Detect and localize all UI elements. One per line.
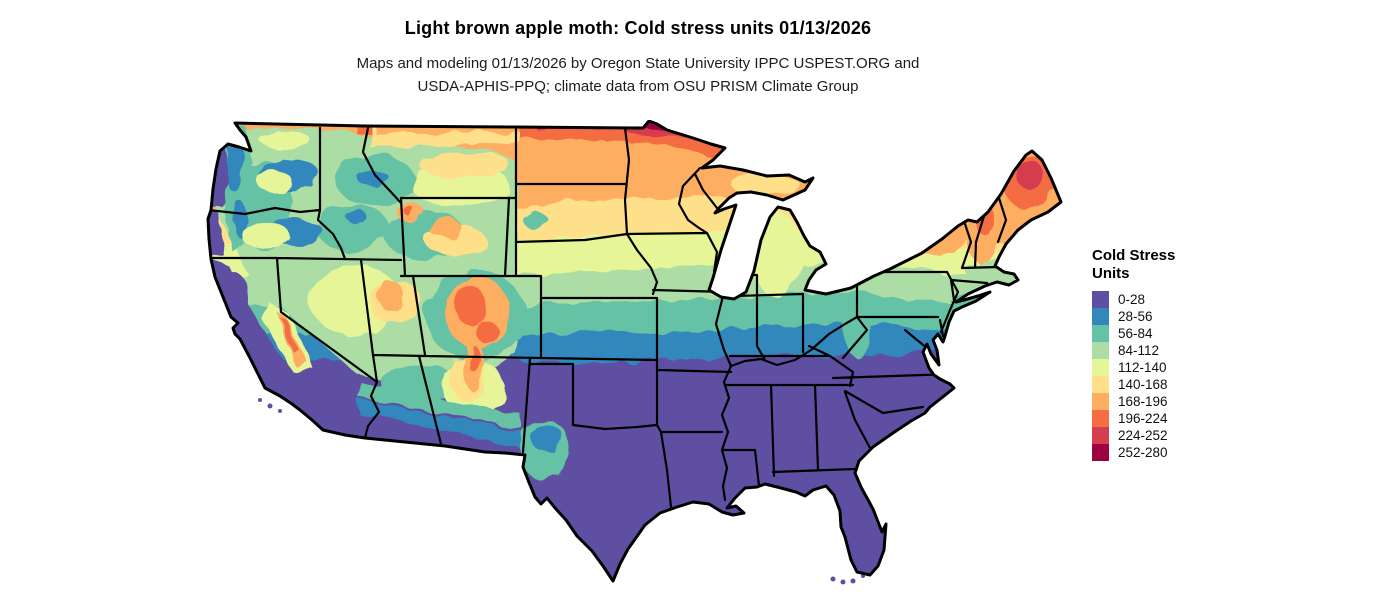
map-subtitle: Maps and modeling 01/13/2026 by Oregon S… <box>0 53 1276 98</box>
us-outline <box>206 120 1063 583</box>
legend-label: 56-84 <box>1118 326 1153 342</box>
us-map <box>205 120 1070 588</box>
legend-label: 84-112 <box>1118 343 1160 359</box>
legend-label: 28-56 <box>1118 309 1153 325</box>
legend-title-line-1: Cold Stress <box>1092 247 1176 264</box>
channel-island <box>267 403 273 409</box>
legend-label: 0-28 <box>1118 292 1146 308</box>
legend-swatch <box>1092 325 1109 343</box>
legend-item: 224-252 <box>1092 427 1287 445</box>
legend-label: 168-196 <box>1118 394 1168 410</box>
channel-island <box>258 398 262 402</box>
legend-title: Cold Stress Units <box>1092 247 1287 282</box>
florida-keys-island <box>850 578 856 584</box>
legend-swatch <box>1092 291 1109 309</box>
header: Light brown apple moth: Cold stress unit… <box>0 18 1276 98</box>
legend-label: 196-224 <box>1118 411 1168 427</box>
legend-item: 252-280 <box>1092 444 1287 462</box>
legend-item: 168-196 <box>1092 393 1287 411</box>
legend-item: 28-56 <box>1092 308 1287 326</box>
map-color-field <box>208 121 1061 581</box>
legend-swatch <box>1092 308 1109 326</box>
legend-swatch <box>1092 376 1109 394</box>
legend-items: 0-28 28-56 56-84 84-112 112-140 140-168 … <box>1092 291 1287 462</box>
legend: Cold Stress Units 0-28 28-56 56-84 84-11… <box>1092 247 1287 462</box>
legend-item: 84-112 <box>1092 342 1287 360</box>
legend-item: 56-84 <box>1092 325 1287 343</box>
legend-label: 140-168 <box>1118 377 1168 393</box>
legend-swatch <box>1092 427 1109 445</box>
legend-item: 140-168 <box>1092 376 1287 394</box>
legend-swatch <box>1092 359 1109 377</box>
legend-item: 196-224 <box>1092 410 1287 428</box>
legend-item: 0-28 <box>1092 291 1287 309</box>
subtitle-line-2: USDA-APHIS-PPQ; climate data from OSU PR… <box>417 77 859 95</box>
legend-title-line-2: Units <box>1092 264 1130 282</box>
legend-label: 252-280 <box>1118 445 1168 461</box>
subtitle-line-1: Maps and modeling 01/13/2026 by Oregon S… <box>356 55 920 72</box>
florida-keys-island <box>840 579 846 585</box>
channel-island <box>278 409 282 413</box>
islands <box>258 398 865 585</box>
legend-label: 224-252 <box>1118 428 1168 444</box>
legend-swatch <box>1092 410 1109 428</box>
legend-swatch <box>1092 444 1109 462</box>
legend-label: 112-140 <box>1118 360 1167 376</box>
us-map-svg <box>206 120 1063 585</box>
florida-keys-island <box>830 576 836 582</box>
page-title: Light brown apple moth: Cold stress unit… <box>404 18 872 38</box>
legend-swatch <box>1092 393 1109 411</box>
legend-swatch <box>1092 342 1109 360</box>
legend-item: 112-140 <box>1092 359 1287 377</box>
